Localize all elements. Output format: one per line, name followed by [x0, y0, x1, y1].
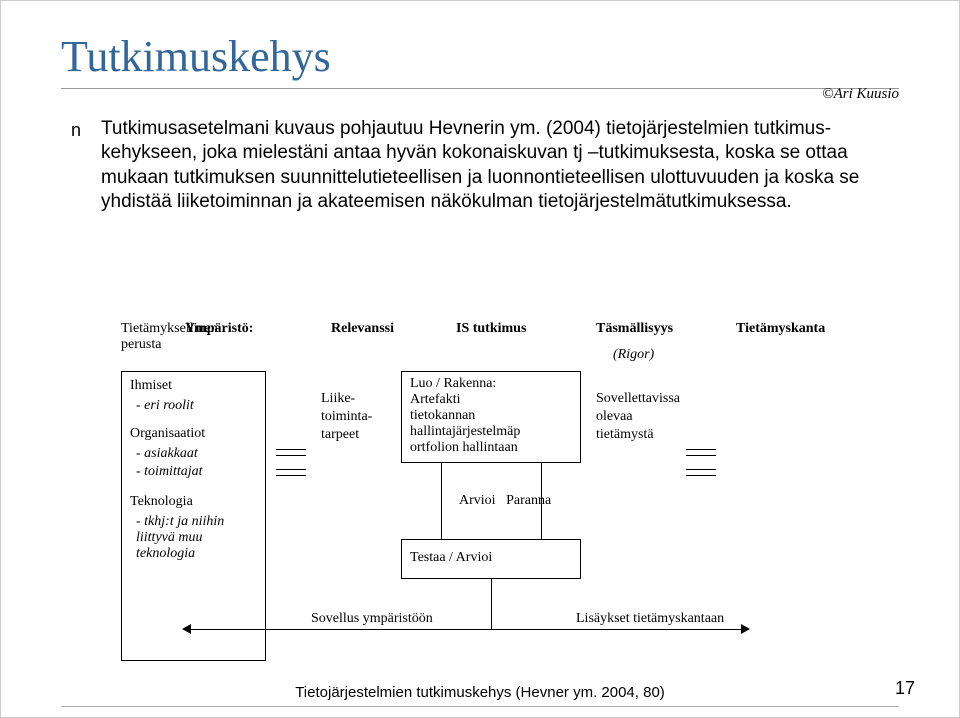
build-title: Luo / Rakenna: — [410, 376, 572, 392]
cycle-top: Arvioi Paranna — [459, 493, 551, 509]
applicable-label: Sovellettavissa olevaa tietämystä — [596, 391, 706, 445]
line — [276, 469, 306, 470]
env-box: Ihmiset - eri roolit Organisaatiot - asi… — [121, 371, 266, 661]
env-ihmiset: Ihmiset — [130, 378, 257, 394]
line — [491, 629, 741, 630]
copyright-label: ©Ari Kuusio — [822, 86, 899, 103]
figure-caption: Tietojärjestelmien tutkimuskehys (Hevner… — [1, 684, 959, 701]
appl-l2: olevaa — [596, 409, 706, 425]
divider-bottom — [61, 706, 899, 707]
hdr-rig: Täsmällisyys — [596, 321, 673, 337]
appl-l1: Sovellettavissa — [596, 391, 706, 407]
line — [276, 475, 306, 476]
hdr-kb: Tietämyskanta — [736, 321, 825, 337]
body-text: Tutkimusasetelmani kuvaus pohjautuu Hevn… — [101, 118, 859, 212]
needs-l2: toiminta- — [321, 409, 396, 425]
line — [686, 475, 716, 476]
build-l3: hallintajärjestelmäp — [410, 424, 572, 440]
vbar-left — [441, 463, 442, 539]
hdr-rel: Relevanssi — [331, 321, 394, 337]
line — [491, 579, 492, 629]
hdr-is: IS tutkimus — [456, 321, 526, 337]
page-number: 17 — [895, 678, 915, 699]
appl-l3: tietämystä — [596, 427, 706, 443]
build-l2: tietokannan — [410, 408, 572, 424]
arrow-left-icon — [182, 624, 191, 634]
line — [686, 469, 716, 470]
needs-label: Liike- toiminta- tarpeet — [321, 391, 396, 445]
rigor-note: (Rigor) — [613, 347, 654, 363]
bullet-icon: n — [71, 119, 81, 142]
line — [686, 455, 716, 456]
footer-left: Sovellus ympäristöön — [311, 611, 433, 627]
line — [686, 449, 716, 450]
needs-l3: tarpeet — [321, 427, 396, 443]
line — [276, 449, 306, 450]
hdr-env: Ympäristö: — [185, 321, 253, 337]
divider-top — [61, 88, 899, 89]
cycle-top-2: Paranna — [506, 493, 551, 508]
line — [191, 629, 491, 630]
build-l1: Artefakti — [410, 392, 572, 408]
env-roolit: - eri roolit — [130, 398, 257, 414]
diagram: Ympäristö: Relevanssi IS tutkimus Täsmäl… — [121, 321, 881, 681]
env-tekno: Teknologia — [130, 494, 257, 510]
line — [276, 455, 306, 456]
build-l4: ortfolion hallintaan — [410, 440, 572, 456]
test-eval: Testaa / Arvioi — [410, 550, 572, 566]
body-paragraph: n Tutkimusasetelmani kuvaus pohjautuu He… — [61, 117, 899, 214]
arrow-right-icon — [741, 624, 750, 634]
env-asiakkaat: - asiakkaat — [130, 446, 257, 462]
kb-l2: perusta — [121, 337, 266, 353]
page-title: Tutkimuskehys — [61, 31, 899, 82]
needs-l1: Liike- — [321, 391, 396, 407]
env-toimittajat: - toimittajat — [130, 464, 257, 480]
env-tkhj: - tkhj:t ja niihin liittyvä muu teknolog… — [130, 514, 257, 562]
cycle-top-1: Arvioi — [459, 493, 496, 508]
build-box: Luo / Rakenna: Artefakti tietokannan hal… — [401, 371, 581, 463]
evaluate-box: Testaa / Arvioi — [401, 539, 581, 579]
env-orgs: Organisaatiot — [130, 426, 257, 442]
footer-right: Lisäykset tietämyskantaan — [576, 611, 724, 627]
